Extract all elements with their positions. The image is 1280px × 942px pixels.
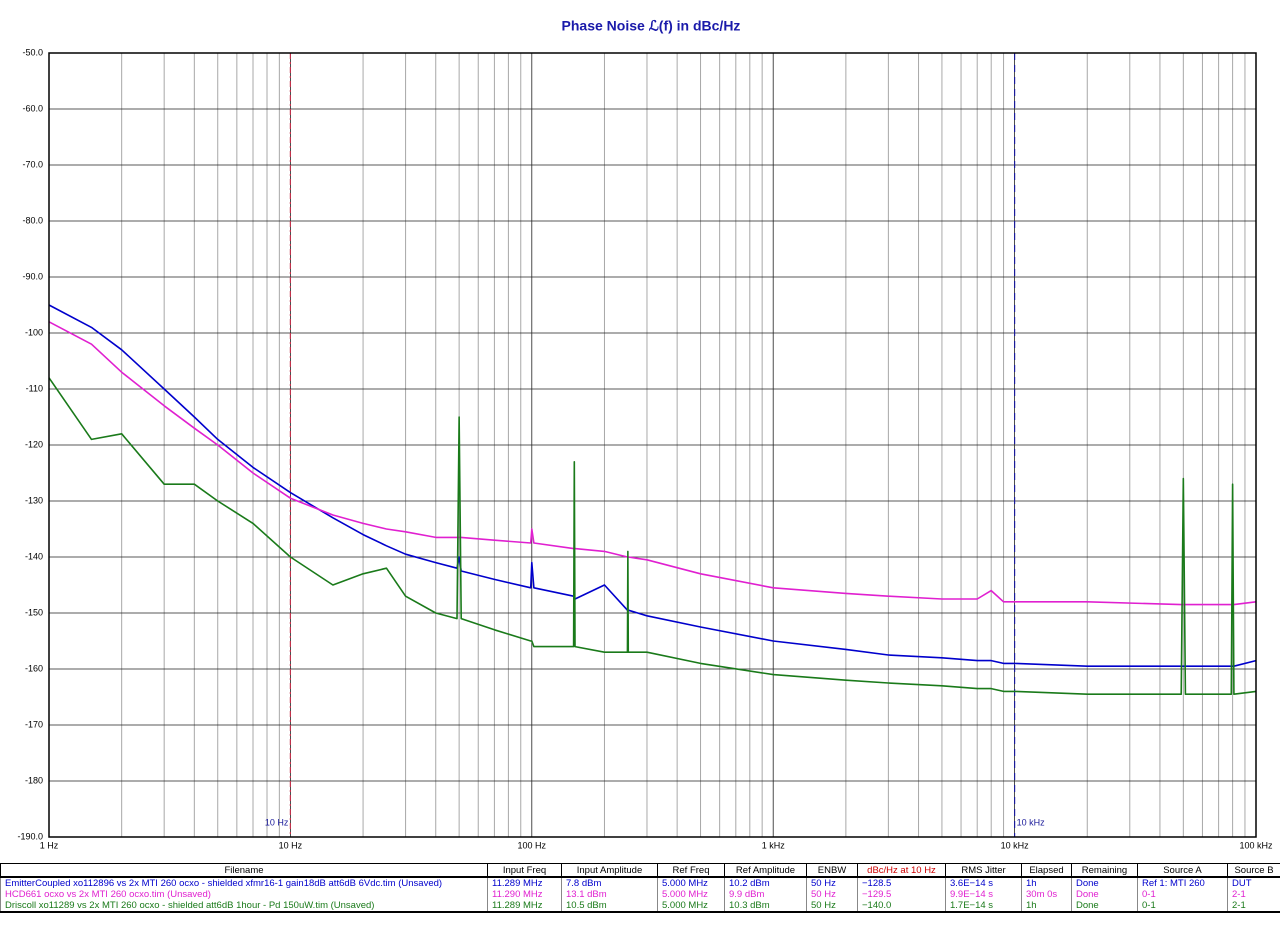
y-tick-label: -180	[25, 775, 43, 785]
table-cell: 5.000 MHz	[657, 900, 725, 913]
column-header: Source B	[1227, 863, 1280, 878]
series-line	[48, 377, 1257, 695]
table-cell: Ref 1: MTI 260	[1137, 877, 1228, 889]
y-tick-label: -50.0	[22, 47, 43, 57]
table-cell: Done	[1071, 889, 1138, 900]
column-header: RMS Jitter	[945, 863, 1022, 878]
column-header: Ref Freq	[657, 863, 725, 878]
x-tick-label: 1 kHz	[762, 840, 786, 850]
y-tick-label: -110	[26, 383, 43, 393]
table-cell: 50 Hz	[806, 877, 858, 889]
y-tick-label: -170	[25, 719, 43, 729]
table-cell: 0-1	[1137, 900, 1228, 913]
table-cell: 9.9 dBm	[724, 889, 807, 900]
y-tick-label: -150	[25, 607, 43, 617]
table-cell: HCD661 ocxo vs 2x MTI 260 ocxo.tim (Unsa…	[0, 889, 488, 900]
table-cell: 3.6E−14 s	[945, 877, 1022, 889]
x-tick-label: 1 Hz	[40, 840, 59, 850]
column-header: Remaining	[1071, 863, 1138, 878]
y-tick-label: -100	[25, 327, 43, 337]
table-cell: 50 Hz	[806, 900, 858, 913]
column-header: Source A	[1137, 863, 1228, 878]
y-tick-label: -190.0	[17, 831, 43, 841]
table-cell: 2-1	[1227, 900, 1280, 913]
table-cell: 9.9E−14 s	[945, 889, 1022, 900]
table-cell: 5.000 MHz	[657, 877, 725, 889]
table-cell: Driscoll xo11289 vs 2x MTI 260 ocxo - sh…	[0, 900, 488, 913]
table-cell: 13.1 dBm	[561, 889, 658, 900]
y-tick-label: -60.0	[22, 103, 43, 113]
y-tick-label: -70.0	[22, 159, 43, 169]
x-tick-label: 100 kHz	[1239, 840, 1273, 850]
x-tick-label: 100 Hz	[518, 840, 547, 850]
table-cell: 50 Hz	[806, 889, 858, 900]
table-cell: 30m 0s	[1021, 889, 1072, 900]
table-row: Driscoll xo11289 vs 2x MTI 260 ocxo - sh…	[0, 900, 1280, 913]
table-cell: 11.289 MHz	[487, 877, 562, 889]
column-header: Input Freq	[487, 863, 562, 878]
marker-label: 10 kHz	[1017, 817, 1046, 827]
chart: Phase Noise ℒ(f) in dBc/Hz -50.0 -60.0 -70…	[17, 18, 1273, 851]
results-table: Filename Input Freq Input Amplitude Ref Fre…	[0, 863, 1280, 913]
table-cell: 0-1	[1137, 889, 1228, 900]
table-row: EmitterCoupled xo112896 vs 2x MTI 260 oc…	[0, 877, 1280, 889]
column-header: Elapsed	[1021, 863, 1072, 878]
column-header: Ref Amplitude	[724, 863, 807, 878]
x-tick-label: 10 Hz	[279, 840, 303, 850]
table-cell: 11.289 MHz	[487, 900, 562, 913]
table-cell: 10.3 dBm	[724, 900, 807, 913]
y-tick-label: -120	[25, 439, 43, 449]
table-cell: EmitterCoupled xo112896 vs 2x MTI 260 oc…	[0, 877, 488, 889]
table-cell: 11.290 MHz	[487, 889, 562, 900]
table-cell: 1.7E−14 s	[945, 900, 1022, 913]
x-tick-label: 10 kHz	[1001, 840, 1030, 850]
y-tick-label: -90.0	[22, 271, 43, 281]
table-cell: Done	[1071, 900, 1138, 913]
column-header: Filename	[0, 863, 488, 878]
y-tick-label: -160	[25, 663, 43, 673]
y-tick-label: -130	[25, 495, 43, 505]
y-tick-label: -80.0	[22, 215, 43, 225]
table-cell: 1h	[1021, 877, 1072, 889]
table-cell: 10.5 dBm	[561, 900, 658, 913]
table-cell: −128.5	[857, 877, 946, 889]
table-cell: 10.2 dBm	[724, 877, 807, 889]
column-header: ENBW	[806, 863, 858, 878]
table-cell: −140.0	[857, 900, 946, 913]
column-header: Input Amplitude	[561, 863, 658, 878]
plot-border	[48, 52, 1257, 838]
table-cell: 1h	[1021, 900, 1072, 913]
table-row: HCD661 ocxo vs 2x MTI 260 ocxo.tim (Unsa…	[0, 889, 1280, 900]
table-cell: DUT	[1227, 877, 1280, 889]
table-cell: 2-1	[1227, 889, 1280, 900]
marker-label: 10 Hz	[265, 817, 289, 827]
y-tick-label: -140	[25, 551, 43, 561]
table-cell: 5.000 MHz	[657, 889, 725, 900]
table-cell: 7.8 dBm	[561, 877, 658, 889]
table-cell: Done	[1071, 877, 1138, 889]
column-header: dBc/Hz at 10 Hz	[857, 863, 946, 878]
chart-title: Phase Noise ℒ(f) in dBc/Hz	[562, 18, 741, 34]
table-cell: −129.5	[857, 889, 946, 900]
